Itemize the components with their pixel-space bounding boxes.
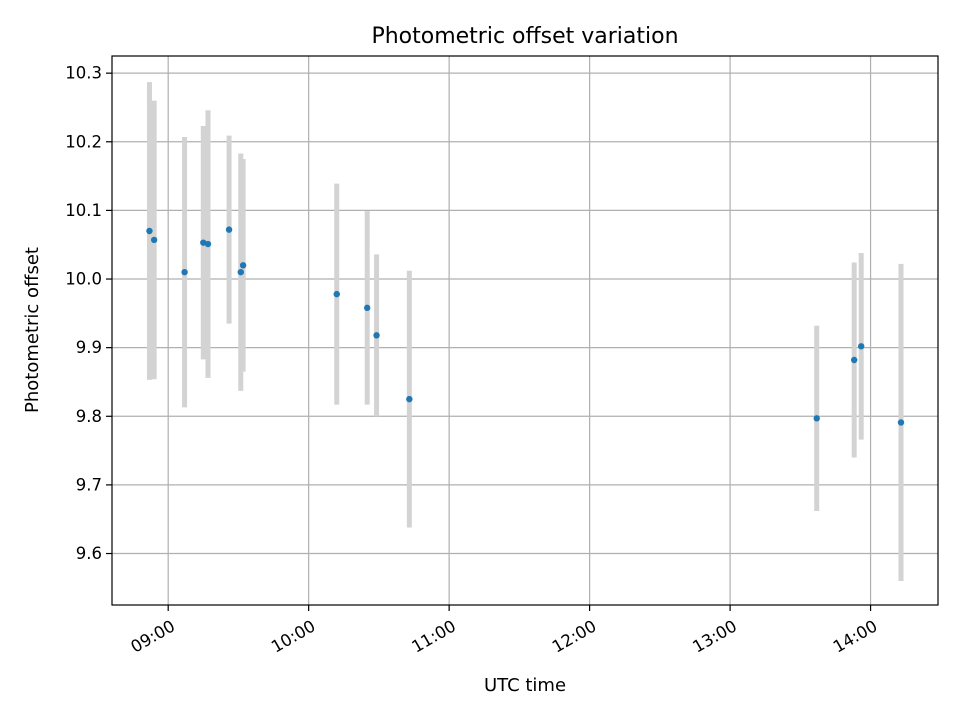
data-point: [146, 227, 153, 235]
chart-title: Photometric offset variation: [371, 24, 678, 49]
y-tick-label: 10.3: [65, 64, 102, 83]
y-axis-label: Photometric offset: [22, 247, 43, 413]
data-point: [858, 343, 865, 350]
data-point: [237, 268, 244, 276]
data-point: [225, 226, 233, 233]
data-point: [406, 395, 413, 403]
y-tick-label: 9.9: [76, 338, 102, 357]
data-point: [813, 415, 820, 422]
data-point: [333, 290, 340, 298]
plot-frame: [111, 55, 939, 606]
data-point: [373, 332, 380, 339]
data-point: [897, 419, 905, 426]
x-axis-label: UTC time: [484, 675, 566, 696]
point-layer: [146, 226, 905, 426]
data-point: [150, 236, 158, 244]
data-point: [363, 304, 371, 312]
y-tick-label: 9.8: [76, 407, 102, 426]
y-tick-label: 10.0: [65, 270, 102, 289]
grid-layer: [112, 56, 938, 605]
data-point: [181, 268, 188, 276]
y-tick-label: 10.1: [65, 201, 102, 220]
y-tick-label: 9.7: [76, 475, 102, 494]
data-point: [850, 356, 858, 364]
y-tick-label: 10.2: [65, 132, 102, 151]
data-point: [204, 240, 212, 248]
data-point: [239, 262, 247, 269]
y-tick-label: 9.6: [76, 544, 102, 563]
